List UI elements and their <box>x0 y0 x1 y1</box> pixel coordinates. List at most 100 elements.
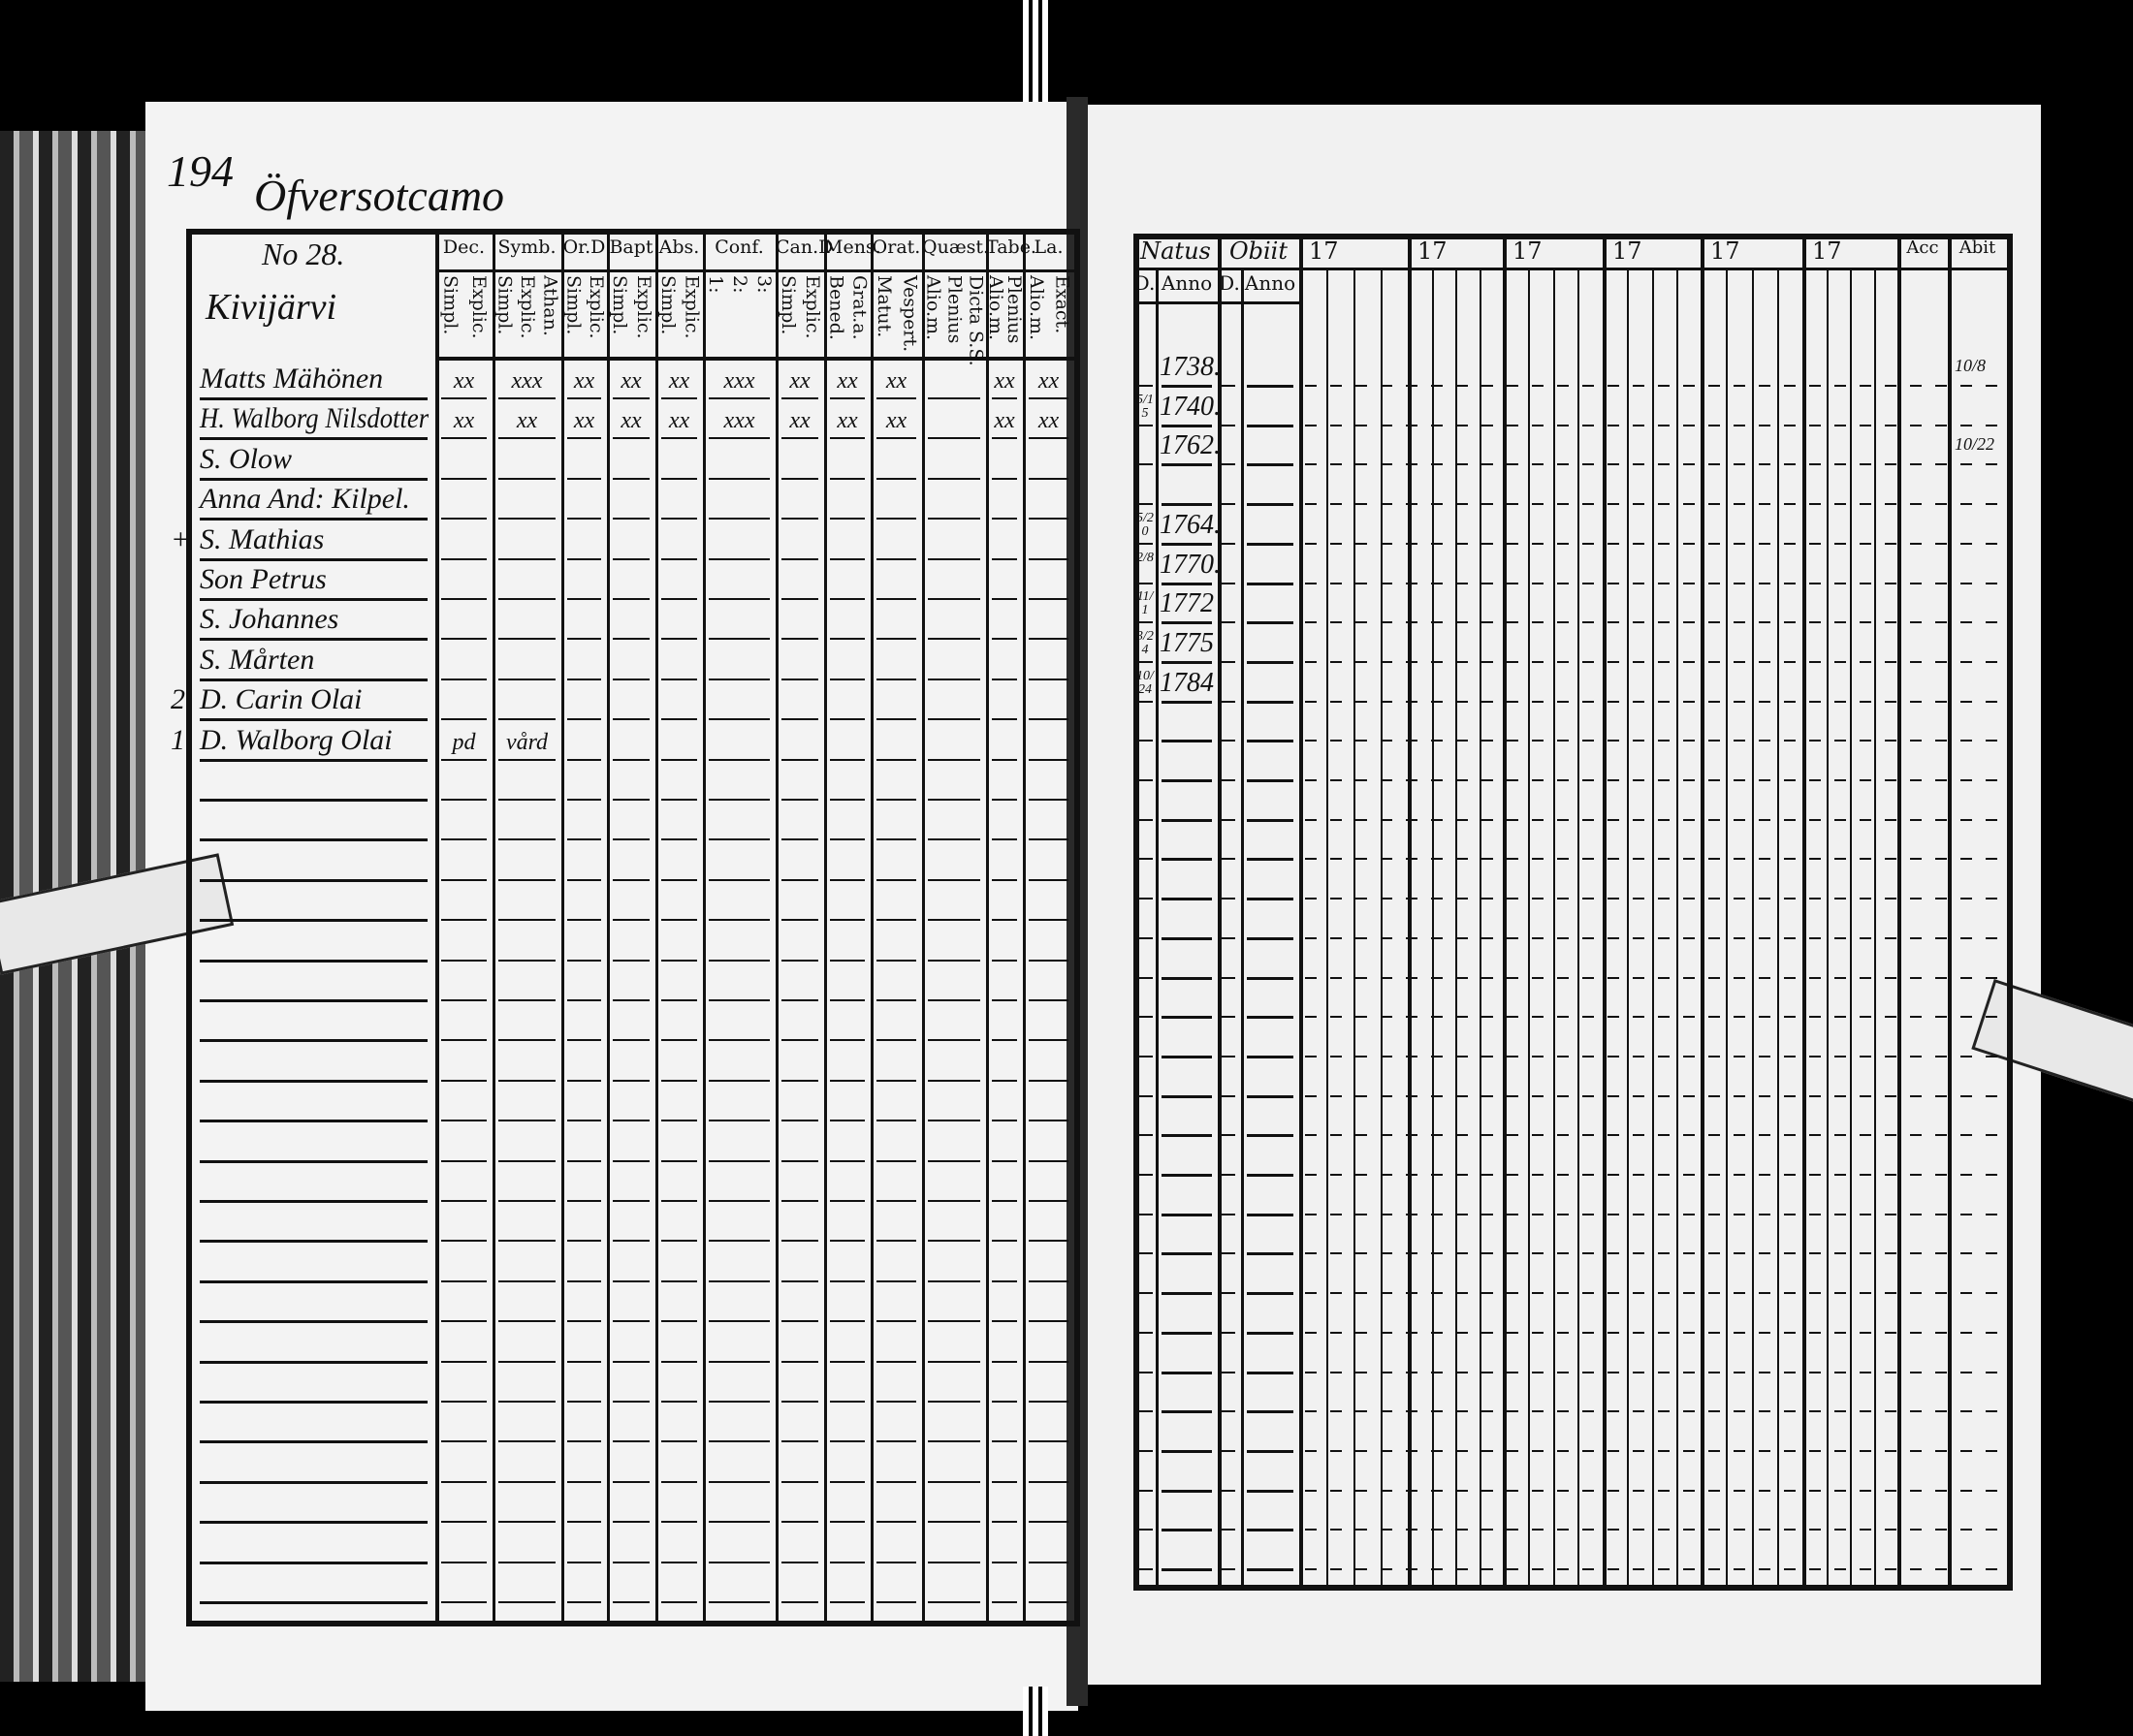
cell-row-line <box>1658 1490 1670 1492</box>
cell-row-line <box>876 960 916 962</box>
cell-row-line <box>1759 1450 1770 1452</box>
cell-row-line <box>781 598 818 600</box>
cell-row-line <box>1355 1174 1367 1176</box>
catechism-mark: xx <box>621 408 642 433</box>
cell-row-line <box>1633 1372 1644 1373</box>
cell-row-line <box>1608 898 1619 900</box>
subcolumn-divider <box>1627 268 1629 1585</box>
cell-row-line <box>1582 583 1594 584</box>
name-row-line <box>200 960 428 963</box>
cell-row-line <box>1935 701 1947 703</box>
cell-row-line <box>1809 1095 1821 1097</box>
cell-row-line <box>1784 621 1796 623</box>
anno-row-line <box>1247 819 1293 822</box>
cell-row-line <box>1834 1529 1846 1531</box>
cell-row-line <box>1784 819 1796 821</box>
column-subheader: Simpl. <box>609 275 630 335</box>
cell-row-line <box>1431 1568 1443 1570</box>
anno-row-line <box>1247 740 1293 742</box>
binding-cord-bottom <box>1023 1687 1048 1736</box>
column-subheader: Explic. <box>681 275 703 339</box>
cell-row-line <box>830 1080 865 1082</box>
cell-row-line <box>441 1562 487 1563</box>
cell-row-line <box>1834 779 1846 781</box>
cell-row-line <box>1910 1095 1922 1097</box>
cell-row-line <box>1582 898 1594 900</box>
cell-row-line <box>1986 1252 1997 1254</box>
cell-row-line <box>1809 1134 1821 1136</box>
cell-row-line <box>1582 1332 1594 1334</box>
cell-row-line <box>781 999 818 1001</box>
cell-row-line <box>1481 977 1493 979</box>
cell-row-line <box>1330 1490 1342 1492</box>
person-name: Anna And: Kilpel. <box>200 483 410 515</box>
cell-row-line <box>1960 1490 1972 1492</box>
anno-row-line <box>1247 425 1293 427</box>
cell-row-line <box>1708 1292 1720 1294</box>
cell-row-line <box>1708 1252 1720 1254</box>
cell-row-line <box>1885 1410 1896 1412</box>
cell-row-line <box>781 397 818 399</box>
cell-row-line <box>1355 425 1367 426</box>
cell-row-line <box>781 1440 818 1442</box>
subcolumn-divider <box>1874 268 1876 1585</box>
cell-row-line <box>709 919 770 921</box>
name-row-line <box>200 1039 428 1042</box>
cell-row-line <box>1910 740 1922 742</box>
cell-row-line <box>1481 1450 1493 1452</box>
cell-row-line <box>567 1160 601 1162</box>
day-row-line <box>1222 819 1235 821</box>
cell-row-line <box>1759 1490 1770 1492</box>
cell-row-line <box>1431 1016 1443 1018</box>
column-subheader: Bened. <box>825 275 847 340</box>
cell-row-line <box>1355 503 1367 505</box>
day-row-line <box>1139 1214 1153 1215</box>
cell-row-line <box>1406 701 1417 703</box>
cell-row-line <box>1507 463 1518 465</box>
cell-row-line <box>613 1440 650 1442</box>
cell-row-line <box>661 1481 697 1483</box>
cell-row-line <box>1784 898 1796 900</box>
cell-row-line <box>1330 898 1342 900</box>
cell-row-line <box>1734 621 1745 623</box>
cell-row-line <box>1431 779 1443 781</box>
cell-row-line <box>1708 621 1720 623</box>
header-divider <box>435 269 1074 272</box>
subcolumn-divider <box>1432 268 1434 1585</box>
cell-row-line <box>441 1280 487 1282</box>
cell-row-line <box>709 1481 770 1483</box>
cell-row-line <box>1029 1200 1068 1202</box>
birth-year: 1784 <box>1160 668 1214 698</box>
cell-row-line <box>709 999 770 1001</box>
cell-row-line <box>1708 1372 1720 1373</box>
anno-row-line <box>1247 1372 1293 1374</box>
cell-row-line <box>1734 1292 1745 1294</box>
cell-row-line <box>781 1240 818 1242</box>
day-row-line <box>1139 621 1153 623</box>
cell-row-line <box>1860 740 1871 742</box>
column-divider <box>776 229 779 1621</box>
cell-row-line <box>1960 1529 1972 1531</box>
cell-row-line <box>1557 1016 1569 1018</box>
cell-row-line <box>1330 1332 1342 1334</box>
cell-row-line <box>876 679 916 680</box>
cell-row-line <box>1885 898 1896 900</box>
cell-row-line <box>1406 1450 1417 1452</box>
cell-row-line <box>1481 1332 1493 1334</box>
cell-row-line <box>1355 1568 1367 1570</box>
cell-row-line <box>661 838 697 840</box>
cell-row-line <box>781 1401 818 1403</box>
person-name: H. Walborg Nilsdotter <box>200 402 430 434</box>
cell-row-line <box>1683 937 1695 939</box>
cell-row-line <box>567 1601 601 1603</box>
cell-row-line <box>1683 977 1695 979</box>
cell-row-line <box>928 799 980 801</box>
cell-row-line <box>1305 977 1317 979</box>
cell-row-line <box>1582 661 1594 663</box>
cell-row-line <box>1683 1214 1695 1215</box>
cell-row-line <box>1683 1056 1695 1057</box>
column-divider <box>871 229 874 1621</box>
cell-row-line <box>567 1320 601 1322</box>
cell-row-line <box>709 1440 770 1442</box>
cell-row-line <box>876 879 916 881</box>
